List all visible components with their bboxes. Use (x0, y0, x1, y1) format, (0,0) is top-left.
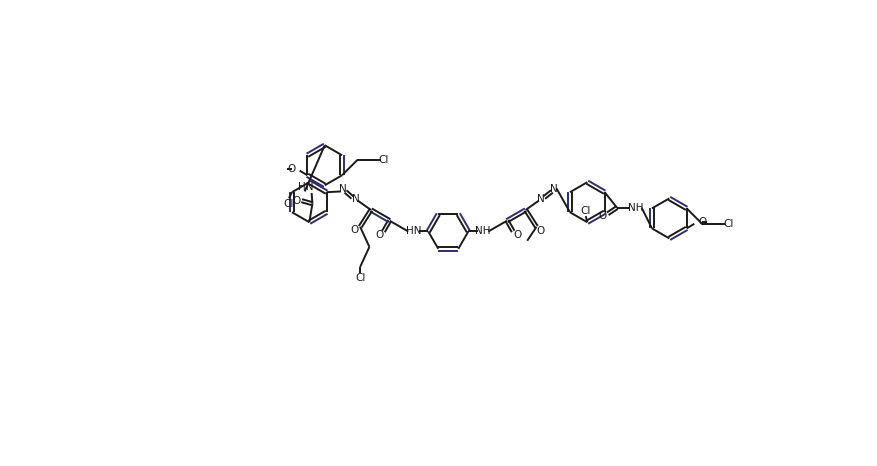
Text: O: O (292, 196, 300, 206)
Text: O: O (513, 230, 521, 240)
Text: N: N (352, 194, 360, 204)
Text: Cl: Cl (581, 206, 591, 216)
Text: N: N (550, 184, 558, 194)
Text: O: O (536, 226, 545, 236)
Text: HN: HN (297, 182, 313, 192)
Text: O: O (375, 230, 384, 240)
Text: O: O (288, 164, 296, 174)
Text: Cl: Cl (379, 155, 389, 165)
Text: O: O (598, 211, 606, 221)
Text: Cl: Cl (284, 199, 294, 209)
Text: Cl: Cl (355, 274, 366, 283)
Text: N: N (538, 194, 545, 204)
Text: O: O (351, 225, 359, 235)
Text: O: O (698, 217, 706, 227)
Text: HN: HN (406, 226, 422, 236)
Text: N: N (339, 184, 346, 194)
Text: NH: NH (475, 226, 491, 236)
Text: Cl: Cl (723, 219, 733, 229)
Text: NH: NH (628, 203, 643, 212)
